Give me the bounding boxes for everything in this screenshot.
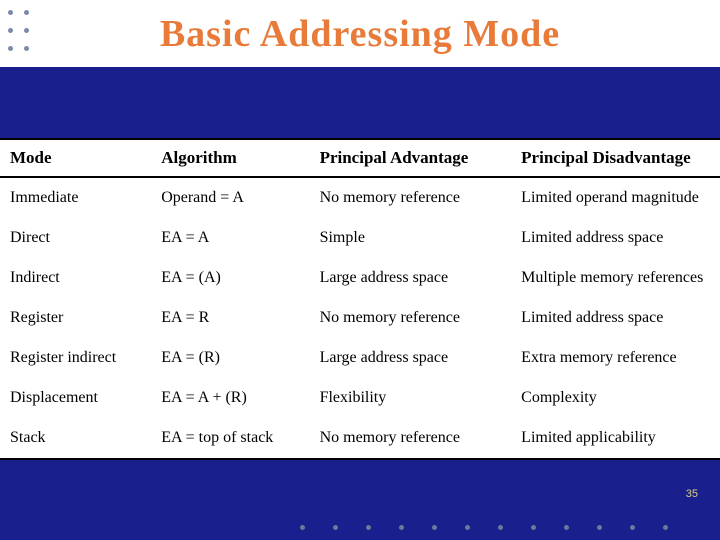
cell-advantage: Simple <box>310 218 512 258</box>
cell-advantage: Large address space <box>310 258 512 298</box>
col-header-advantage: Principal Advantage <box>310 139 512 177</box>
cell-advantage: Large address space <box>310 338 512 378</box>
dot-icon <box>564 525 569 530</box>
dot-icon <box>663 525 668 530</box>
addressing-mode-table: Mode Algorithm Principal Advantage Princ… <box>0 138 720 460</box>
cell-mode: Immediate <box>0 177 151 218</box>
cell-mode: Indirect <box>0 258 151 298</box>
dot-icon <box>432 525 437 530</box>
dot-icon <box>630 525 635 530</box>
cell-mode: Displacement <box>0 378 151 418</box>
col-header-disadvantage: Principal Disadvantage <box>511 139 720 177</box>
cell-disadvantage: Complexity <box>511 378 720 418</box>
cell-disadvantage: Multiple memory references <box>511 258 720 298</box>
cell-mode: Register indirect <box>0 338 151 378</box>
page-title: Basic Addressing Mode <box>160 12 560 56</box>
col-header-algorithm: Algorithm <box>151 139 309 177</box>
cell-mode: Direct <box>0 218 151 258</box>
dot-icon <box>498 525 503 530</box>
cell-mode: Register <box>0 298 151 338</box>
table-row: Direct EA = A Simple Limited address spa… <box>0 218 720 258</box>
dot-icon <box>465 525 470 530</box>
table-row: Indirect EA = (A) Large address space Mu… <box>0 258 720 298</box>
dot-icon <box>24 46 29 51</box>
dot-icon <box>399 525 404 530</box>
cell-algorithm: EA = (R) <box>151 338 309 378</box>
title-underband <box>0 70 720 138</box>
cell-algorithm: EA = top of stack <box>151 418 309 459</box>
cell-algorithm: EA = R <box>151 298 309 338</box>
page-number: 35 <box>686 488 698 500</box>
dot-icon <box>8 28 13 33</box>
cell-algorithm: EA = A <box>151 218 309 258</box>
cell-algorithm: EA = A + (R) <box>151 378 309 418</box>
cell-algorithm: EA = (A) <box>151 258 309 298</box>
dot-icon <box>333 525 338 530</box>
dot-icon <box>366 525 371 530</box>
table-row: Register EA = R No memory reference Limi… <box>0 298 720 338</box>
cell-disadvantage: Limited address space <box>511 298 720 338</box>
table-row: Displacement EA = A + (R) Flexibility Co… <box>0 378 720 418</box>
table-row: Immediate Operand = A No memory referenc… <box>0 177 720 218</box>
cell-disadvantage: Limited applicability <box>511 418 720 459</box>
cell-disadvantage: Limited operand magnitude <box>511 177 720 218</box>
dot-icon <box>24 28 29 33</box>
cell-algorithm: Operand = A <box>151 177 309 218</box>
cell-disadvantage: Limited address space <box>511 218 720 258</box>
table-container: Mode Algorithm Principal Advantage Princ… <box>0 138 720 460</box>
dot-icon <box>531 525 536 530</box>
dot-icon <box>300 525 305 530</box>
cell-advantage: No memory reference <box>310 177 512 218</box>
table-row: Stack EA = top of stack No memory refere… <box>0 418 720 459</box>
table-row: Register indirect EA = (R) Large address… <box>0 338 720 378</box>
cell-advantage: Flexibility <box>310 378 512 418</box>
header-bar: Basic Addressing Mode <box>0 0 720 70</box>
decorative-dots-left <box>8 10 34 60</box>
dot-icon <box>597 525 602 530</box>
cell-disadvantage: Extra memory reference <box>511 338 720 378</box>
dot-icon <box>8 10 13 15</box>
cell-advantage: No memory reference <box>310 298 512 338</box>
decorative-dots-bottom <box>300 525 668 530</box>
table-header-row: Mode Algorithm Principal Advantage Princ… <box>0 139 720 177</box>
cell-advantage: No memory reference <box>310 418 512 459</box>
dot-icon <box>24 10 29 15</box>
cell-mode: Stack <box>0 418 151 459</box>
dot-icon <box>8 46 13 51</box>
col-header-mode: Mode <box>0 139 151 177</box>
